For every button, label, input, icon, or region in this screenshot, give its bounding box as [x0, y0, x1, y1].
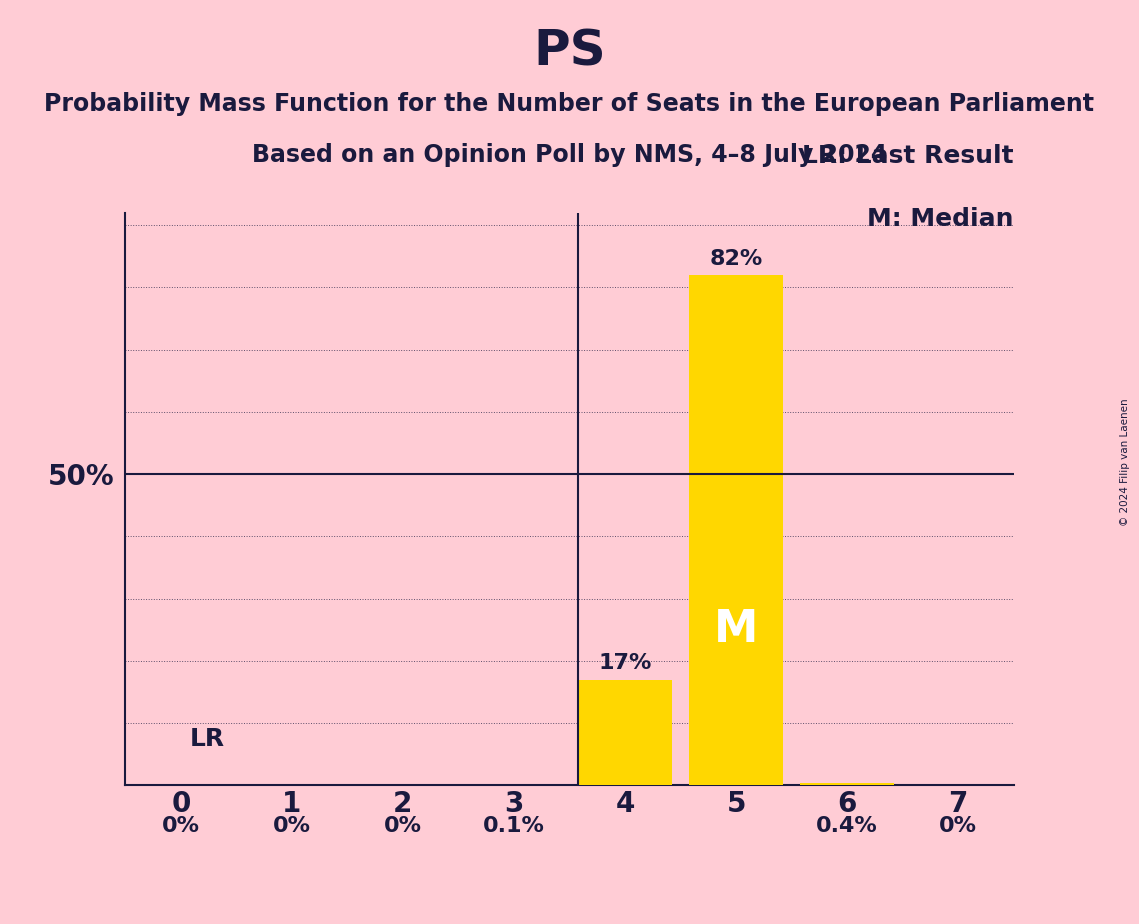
Bar: [689, 274, 784, 785]
Text: 0.4%: 0.4%: [817, 816, 878, 836]
Text: 0%: 0%: [273, 816, 311, 836]
Text: 0%: 0%: [384, 816, 421, 836]
Text: 0%: 0%: [162, 816, 199, 836]
Text: 0%: 0%: [940, 816, 977, 836]
Text: LR: LR: [190, 727, 224, 751]
Text: 82%: 82%: [710, 249, 763, 269]
Text: LR: Last Result: LR: Last Result: [802, 144, 1014, 168]
Text: Probability Mass Function for the Number of Seats in the European Parliament: Probability Mass Function for the Number…: [44, 92, 1095, 116]
Text: 17%: 17%: [598, 653, 652, 674]
Text: 0.1%: 0.1%: [483, 816, 544, 836]
Text: PS: PS: [533, 28, 606, 76]
Bar: [577, 679, 672, 785]
Text: © 2024 Filip van Laenen: © 2024 Filip van Laenen: [1121, 398, 1130, 526]
Text: M: Median: M: Median: [867, 207, 1014, 231]
Text: Based on an Opinion Poll by NMS, 4–8 July 2024: Based on an Opinion Poll by NMS, 4–8 Jul…: [252, 143, 887, 167]
Text: M: M: [714, 608, 759, 651]
Bar: [800, 783, 894, 785]
